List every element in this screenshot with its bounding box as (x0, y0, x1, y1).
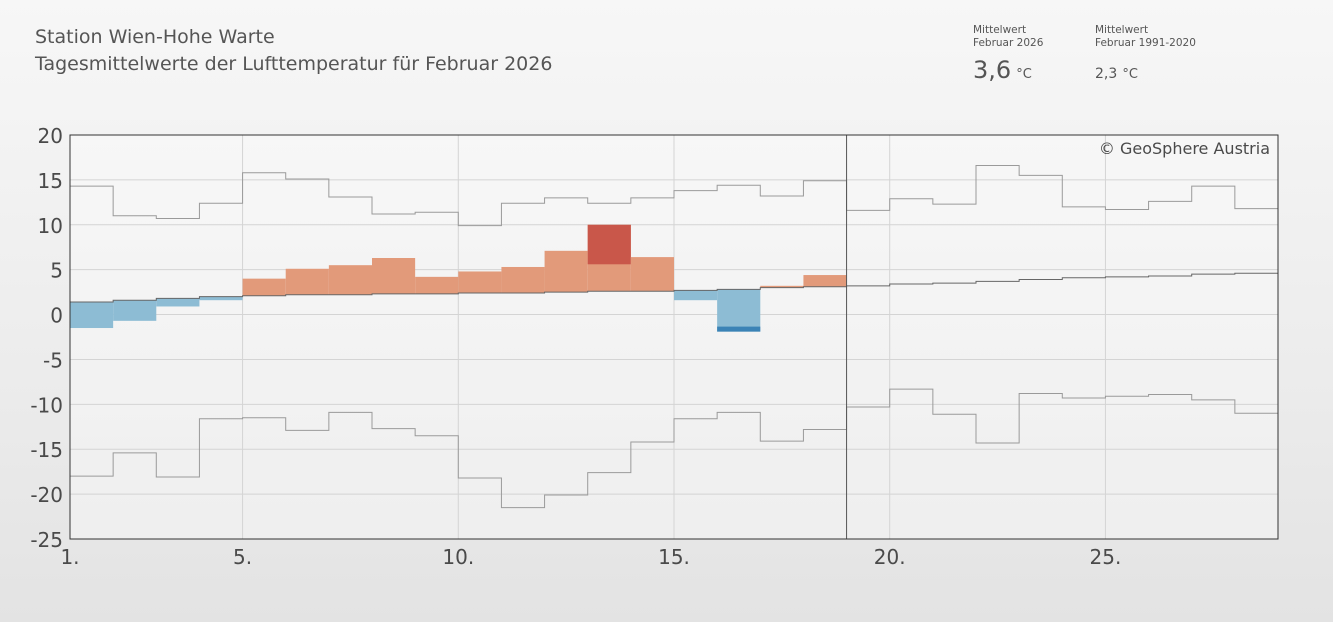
daily-mean-bar (415, 276, 459, 294)
x-tick-label: 10. (442, 545, 474, 569)
y-tick-label: -5 (43, 348, 63, 372)
y-tick-label: 0 (50, 304, 63, 328)
station-title: Station Wien-Hohe Warte (35, 26, 275, 48)
plot-frame (69, 134, 1279, 540)
y-tick-label: -20 (30, 483, 63, 507)
x-tick-label: 25. (1090, 545, 1122, 569)
daily-mean-bar (501, 266, 545, 294)
daily-mean-bar (458, 271, 502, 294)
line-layer (70, 135, 1278, 539)
stat-normal-period: Februar 1991-2020 (1095, 37, 1196, 49)
stat-current-value-row: 3,6 °C (973, 56, 1043, 84)
daily-mean-bar-highlight (717, 326, 761, 332)
daily-mean-bar (328, 265, 372, 295)
daily-mean-bar (70, 301, 114, 329)
stat-normal-label: Mittelwert (1095, 24, 1149, 36)
daily-mean-bar (372, 257, 416, 294)
daily-mean-bar (113, 300, 157, 321)
y-tick-label: 20 (38, 124, 63, 148)
daily-mean-bar (717, 289, 761, 332)
stat-current-value: 3,6 (973, 56, 1012, 84)
chart-title-block: Station Wien-Hohe Warte Tagesmittelwerte… (35, 24, 552, 78)
daily-mean-bar (760, 285, 804, 288)
daily-mean-bar (630, 257, 674, 292)
y-tick-label: -10 (30, 393, 63, 417)
stat-current-label: Mittelwert (973, 24, 1027, 36)
axis-layer: 20 15 10 5 0 -5 -10 -15 -20 -251. 5. 10. 15. 20. 25. (30, 124, 1279, 569)
record-min-line (70, 388, 1278, 509)
copyright-label: © GeoSphere Austria (1099, 139, 1270, 158)
record-max-line (70, 165, 1278, 227)
daily-mean-bar (156, 298, 200, 307)
chart-subtitle: Tagesmittelwerte der Lufttemperatur für … (35, 53, 553, 75)
y-tick-label: 10 (38, 214, 63, 238)
daily-mean-bar (199, 296, 243, 301)
grid-layer (69, 134, 1278, 540)
x-tick-label: 1. (60, 545, 79, 569)
y-tick-label: 15 (38, 169, 63, 193)
stat-current-unit: °C (1016, 67, 1032, 82)
stat-normal-unit: °C (1122, 67, 1138, 82)
daily-mean-bar (544, 250, 588, 293)
x-tick-label: 15. (658, 545, 690, 569)
x-tick-label: 20. (874, 545, 906, 569)
y-tick-label: -25 (30, 528, 63, 552)
stat-normal-value-row: 2,3 °C (1095, 63, 1196, 82)
stat-normal: Mittelwert Februar 1991-2020 2,3 °C (1095, 24, 1196, 82)
stat-normal-value: 2,3 (1095, 66, 1118, 82)
daily-mean-bar (242, 278, 286, 296)
daily-mean-bar (803, 275, 847, 287)
y-tick-label: -15 (30, 438, 63, 462)
x-tick-label: 5. (233, 545, 252, 569)
stat-current-month: Mittelwert Februar 2026 3,6 °C (973, 24, 1043, 84)
daily-mean-bar-highlight (587, 224, 631, 265)
y-tick-label: 5 (50, 259, 63, 283)
climate-normal-line (70, 272, 1278, 303)
stat-current-period: Februar 2026 (973, 37, 1044, 49)
daily-mean-bar (285, 268, 329, 295)
daily-mean-bar (674, 290, 718, 301)
bar-layer (70, 224, 847, 332)
